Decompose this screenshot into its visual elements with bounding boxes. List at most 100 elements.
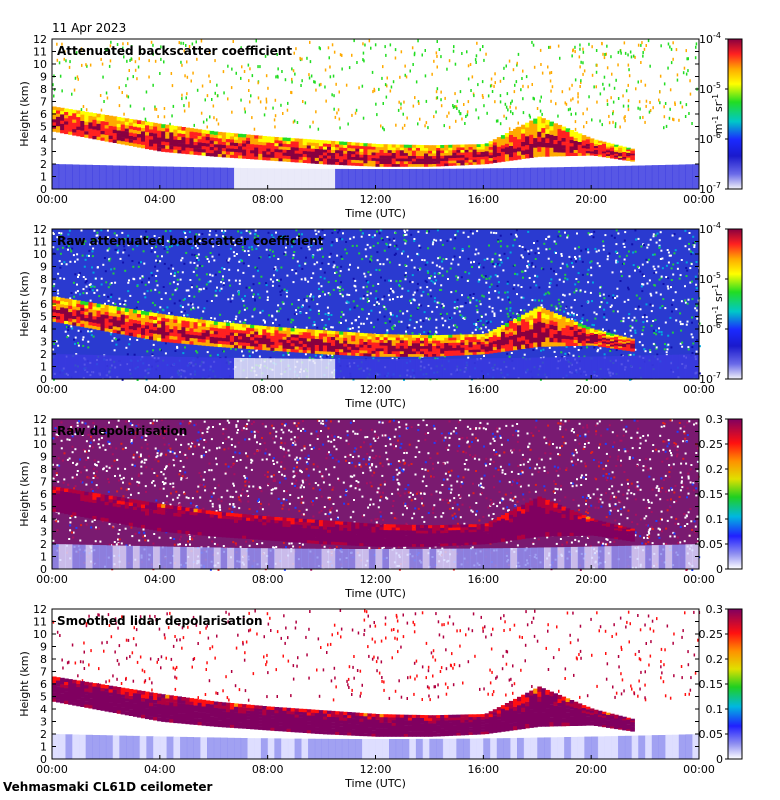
speckle-cell bbox=[259, 65, 261, 69]
noise-cell bbox=[362, 322, 365, 325]
cloud-cell bbox=[436, 150, 441, 154]
noise-cell bbox=[378, 232, 381, 235]
noise-cell bbox=[331, 241, 334, 244]
cloud-cell bbox=[420, 147, 425, 151]
noise-cell bbox=[154, 304, 157, 307]
cloud-cell bbox=[149, 135, 154, 140]
speckle-cell bbox=[292, 69, 295, 73]
noise-cell bbox=[300, 305, 303, 308]
speckle-cell bbox=[675, 48, 678, 52]
noise-cell bbox=[370, 259, 373, 262]
cloud-cell bbox=[80, 320, 85, 324]
cloud-cell bbox=[141, 321, 146, 325]
speckle-cell bbox=[206, 118, 208, 122]
y-tick-label: 10 bbox=[33, 58, 47, 71]
cloud-cell bbox=[84, 131, 89, 135]
noise-cell bbox=[591, 323, 594, 326]
noise-cell bbox=[392, 325, 395, 327]
noise-cell bbox=[110, 296, 112, 299]
speckle-cell bbox=[216, 83, 218, 87]
noise-cell bbox=[620, 320, 623, 323]
noise-cell bbox=[534, 252, 537, 255]
noise-cell bbox=[352, 236, 355, 239]
noise-cell bbox=[258, 296, 261, 299]
cloud-cell bbox=[456, 154, 461, 158]
cloud-cell bbox=[452, 155, 457, 158]
noise-cell bbox=[181, 257, 184, 260]
noise-cell bbox=[240, 231, 243, 234]
cloud-cell bbox=[318, 149, 324, 153]
speckle-cell bbox=[128, 69, 130, 72]
speckle-cell bbox=[454, 62, 457, 66]
noise-cell bbox=[559, 305, 562, 308]
cloud-cell bbox=[112, 312, 118, 317]
cloud-cell bbox=[169, 125, 174, 129]
cloud-cell bbox=[64, 127, 69, 131]
cloud-cell bbox=[508, 138, 514, 143]
noise-cell bbox=[291, 245, 293, 248]
speckle-cell bbox=[436, 87, 439, 91]
cloud-cell bbox=[242, 140, 247, 144]
speckle-cell bbox=[301, 79, 303, 83]
cloud-cell bbox=[626, 150, 631, 153]
speckle-cell bbox=[623, 116, 625, 120]
noise-cell bbox=[435, 318, 438, 321]
speckle-cell bbox=[302, 100, 304, 103]
noise-cell bbox=[266, 299, 269, 301]
noise-cell bbox=[395, 280, 398, 283]
cloud-cell bbox=[80, 120, 85, 125]
speckle-cell bbox=[509, 105, 511, 109]
noise-cell bbox=[562, 293, 565, 296]
noise-cell bbox=[153, 235, 156, 237]
noise-cell bbox=[160, 298, 163, 300]
speckle-cell bbox=[510, 101, 512, 105]
cloud-cell bbox=[149, 142, 154, 147]
cloud-cell bbox=[165, 331, 170, 336]
noise-cell bbox=[662, 283, 665, 285]
noise-cell bbox=[512, 287, 515, 290]
speckle-cell bbox=[614, 122, 617, 126]
noise-cell bbox=[223, 268, 226, 270]
boundary-layer-cell bbox=[422, 358, 430, 379]
noise-cell bbox=[456, 326, 458, 329]
noise-cell bbox=[158, 291, 161, 294]
noise-cell bbox=[383, 315, 386, 318]
cloud-cell bbox=[468, 149, 474, 153]
noise-cell bbox=[132, 248, 135, 251]
cloud-cell bbox=[270, 139, 275, 143]
cloud-cell bbox=[622, 158, 627, 161]
noise-cell bbox=[509, 316, 512, 319]
cloud-cell bbox=[375, 144, 381, 148]
noise-cell bbox=[229, 247, 232, 250]
boundary-layer-cell bbox=[638, 165, 646, 189]
noise-cell bbox=[688, 242, 690, 245]
speckle-cell bbox=[333, 94, 335, 98]
noise-cell bbox=[527, 250, 530, 253]
noise-cell bbox=[331, 353, 334, 356]
boundary-layer-cell bbox=[436, 358, 444, 379]
colorbar-unit-label: m-1 sr-1 bbox=[711, 94, 725, 134]
noise-cell bbox=[685, 275, 688, 277]
noise-cell bbox=[647, 243, 650, 246]
speckle-cell bbox=[375, 102, 377, 106]
cloud-cell bbox=[630, 153, 635, 156]
noise-cell bbox=[508, 298, 510, 301]
noise-cell bbox=[290, 239, 293, 242]
cloud-cell bbox=[234, 133, 239, 137]
cloud-cell bbox=[529, 120, 534, 126]
noise-cell bbox=[258, 257, 261, 259]
noise-cell bbox=[96, 231, 99, 234]
speckle-cell bbox=[606, 99, 609, 103]
noise-cell bbox=[321, 247, 323, 250]
speckle-cell bbox=[612, 110, 614, 114]
cloud-cell bbox=[128, 129, 134, 133]
noise-cell bbox=[351, 327, 354, 330]
speckle-cell bbox=[641, 41, 643, 45]
noise-cell bbox=[146, 290, 149, 293]
noise-cell bbox=[195, 350, 198, 353]
noise-cell bbox=[527, 230, 530, 233]
cloud-cell bbox=[452, 157, 457, 161]
cloud-cell bbox=[565, 145, 571, 150]
cloud-cell bbox=[573, 137, 579, 141]
noise-cell bbox=[118, 297, 121, 300]
